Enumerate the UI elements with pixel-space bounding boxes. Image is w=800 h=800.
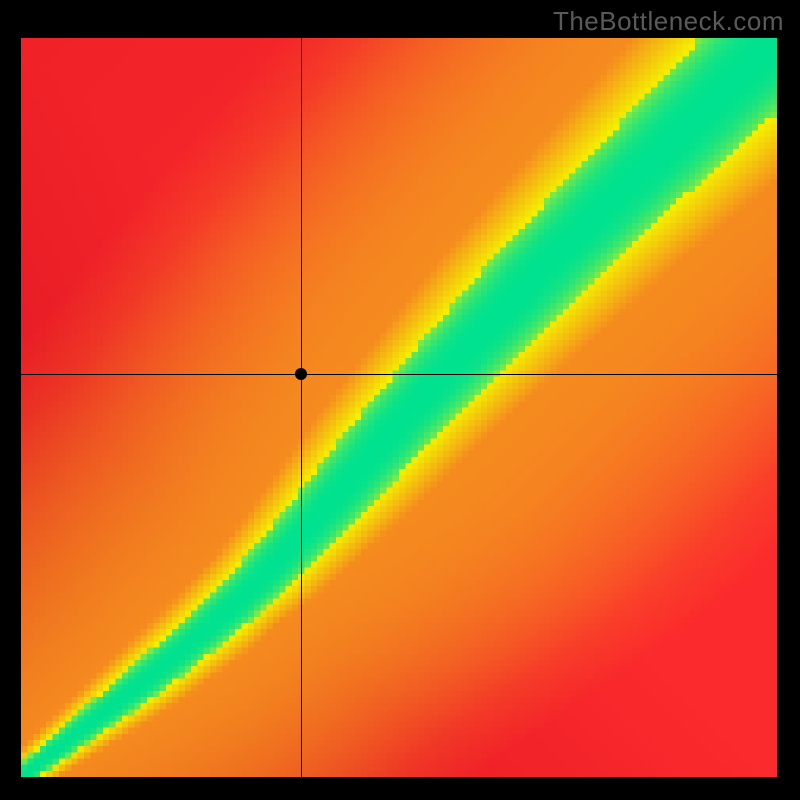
heatmap-plot — [21, 38, 777, 777]
crosshair-horizontal — [21, 374, 777, 375]
crosshair-vertical — [301, 38, 302, 777]
heatmap-canvas — [21, 38, 777, 777]
figure-container: TheBottleneck.com — [0, 0, 800, 800]
crosshair-point — [295, 368, 307, 380]
watermark-text: TheBottleneck.com — [553, 6, 784, 37]
